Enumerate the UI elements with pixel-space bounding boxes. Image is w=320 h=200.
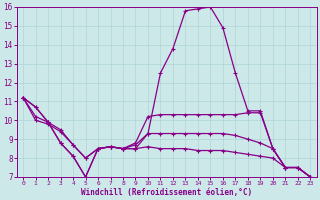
X-axis label: Windchill (Refroidissement éolien,°C): Windchill (Refroidissement éolien,°C) (81, 188, 252, 197)
